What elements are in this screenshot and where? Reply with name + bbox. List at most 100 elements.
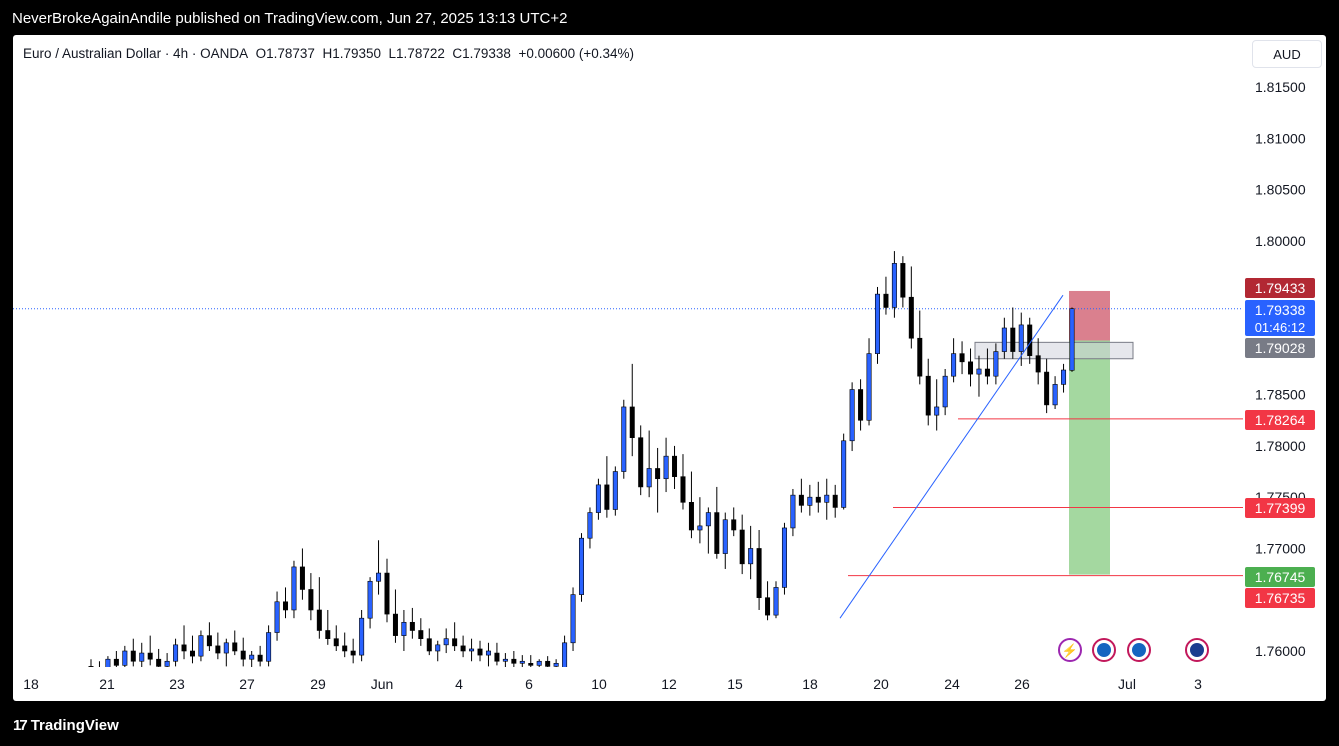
candle-body — [105, 658, 111, 667]
candle-body — [587, 512, 593, 539]
candle-body — [722, 519, 728, 554]
price-chart[interactable]: 1.760001.765001.770001.775001.780001.785… — [13, 35, 1326, 701]
candle-body — [469, 648, 475, 652]
candle-body — [139, 652, 145, 662]
candle-body — [638, 437, 644, 488]
countdown-label: 01:46:12 — [1255, 320, 1306, 335]
candle-body — [97, 668, 101, 671]
price-label-box — [1245, 338, 1315, 358]
candle-body — [874, 293, 880, 354]
candle-body — [621, 406, 627, 472]
candle-body — [401, 621, 407, 636]
candle-body — [477, 648, 483, 656]
candle-body — [908, 296, 914, 339]
candle-body — [376, 572, 382, 582]
candle-body — [164, 660, 170, 667]
candle-body — [333, 638, 339, 647]
candle-body — [756, 548, 762, 598]
candle-body — [316, 609, 322, 631]
publisher-bar: NeverBrokeAgainAndile published on Tradi… — [0, 0, 1339, 38]
candle-body — [443, 638, 449, 646]
y-tick-label: 1.78500 — [1255, 387, 1306, 403]
flag-icon — [1132, 643, 1146, 657]
candle-body — [1001, 327, 1007, 352]
chart-frame[interactable]: 1.760001.765001.770001.775001.780001.785… — [13, 35, 1326, 701]
x-tick-label: 18 — [802, 676, 818, 692]
candle-body — [697, 525, 703, 531]
candle-body — [147, 652, 153, 660]
candle-body — [629, 406, 635, 439]
candle-body — [359, 617, 365, 656]
candle-body — [485, 650, 491, 656]
candle-body — [748, 548, 754, 565]
candle-body — [528, 663, 534, 666]
candle-body — [384, 572, 390, 615]
symbol-title[interactable]: Euro / Australian Dollar · 4h · OANDA — [23, 46, 249, 61]
candle-body — [502, 658, 508, 662]
candle-body — [849, 389, 855, 442]
candle-body — [342, 645, 348, 652]
candle-body — [739, 529, 745, 565]
price-label-target: 1.76745 — [1255, 569, 1306, 585]
candle-body — [705, 512, 711, 527]
x-tick-label: 12 — [661, 676, 677, 692]
candle-body — [858, 389, 864, 421]
y-tick-label: 1.77000 — [1255, 540, 1306, 556]
tradingview-logo[interactable]: 17 TradingView — [13, 717, 119, 734]
price-label-box — [1245, 410, 1315, 430]
candle-body — [731, 519, 737, 531]
candle-body — [714, 512, 720, 554]
x-tick-label: 23 — [169, 676, 185, 692]
candle-body — [266, 632, 272, 662]
candle-body — [841, 440, 847, 508]
x-tick-label: 3 — [1194, 676, 1202, 692]
y-tick-label: 1.81500 — [1255, 79, 1306, 95]
flag-icon — [1097, 643, 1111, 657]
supply-box — [974, 341, 1134, 360]
candle-body — [765, 597, 771, 616]
x-tick-label: 27 — [239, 676, 255, 692]
candle-body — [993, 351, 999, 377]
price-label-lvl1: 1.78264 — [1255, 412, 1306, 428]
candle-body — [976, 368, 982, 375]
bolt-icon: ⚡ — [1062, 643, 1078, 659]
candle-body — [88, 666, 94, 667]
candle-body — [655, 468, 661, 480]
change-value: +0.00600 (+0.34%) — [518, 46, 635, 61]
price-label-stop: 1.79433 — [1255, 280, 1306, 296]
price-label-entry: 1.79028 — [1255, 340, 1306, 356]
candle-body — [511, 658, 517, 664]
close-value: 1.79338 — [462, 46, 511, 61]
candle-body — [198, 635, 204, 657]
candle-body — [663, 455, 669, 480]
candle-body — [672, 455, 678, 477]
candle-body — [866, 353, 872, 421]
price-label-box — [1245, 300, 1315, 336]
open-value: 1.78737 — [266, 46, 315, 61]
candle-body — [206, 635, 212, 647]
candle-body — [113, 658, 119, 666]
candle-body — [790, 494, 796, 529]
y-tick-label: 1.80000 — [1255, 233, 1306, 249]
candle-body — [1044, 371, 1050, 406]
candle-body — [595, 484, 601, 513]
candle-body — [435, 644, 441, 652]
x-tick-label: 6 — [525, 676, 533, 692]
candle-body — [680, 476, 686, 503]
candle-body — [350, 650, 356, 656]
x-tick-label: 24 — [944, 676, 960, 692]
candle-body — [578, 537, 584, 595]
candle-body — [156, 658, 162, 667]
candle-body — [426, 638, 432, 652]
candle-body — [1018, 324, 1024, 352]
x-tick-label: 29 — [310, 676, 326, 692]
x-tick-label: 15 — [727, 676, 743, 692]
currency-button[interactable]: AUD — [1252, 40, 1322, 68]
candle-body — [223, 642, 229, 654]
candle-body — [249, 654, 255, 660]
candle-body — [367, 580, 373, 619]
footer: 17 TradingView — [0, 701, 1339, 746]
open-label: O — [255, 46, 267, 61]
candle-body — [519, 660, 525, 664]
y-tick-label: 1.80500 — [1255, 182, 1306, 198]
